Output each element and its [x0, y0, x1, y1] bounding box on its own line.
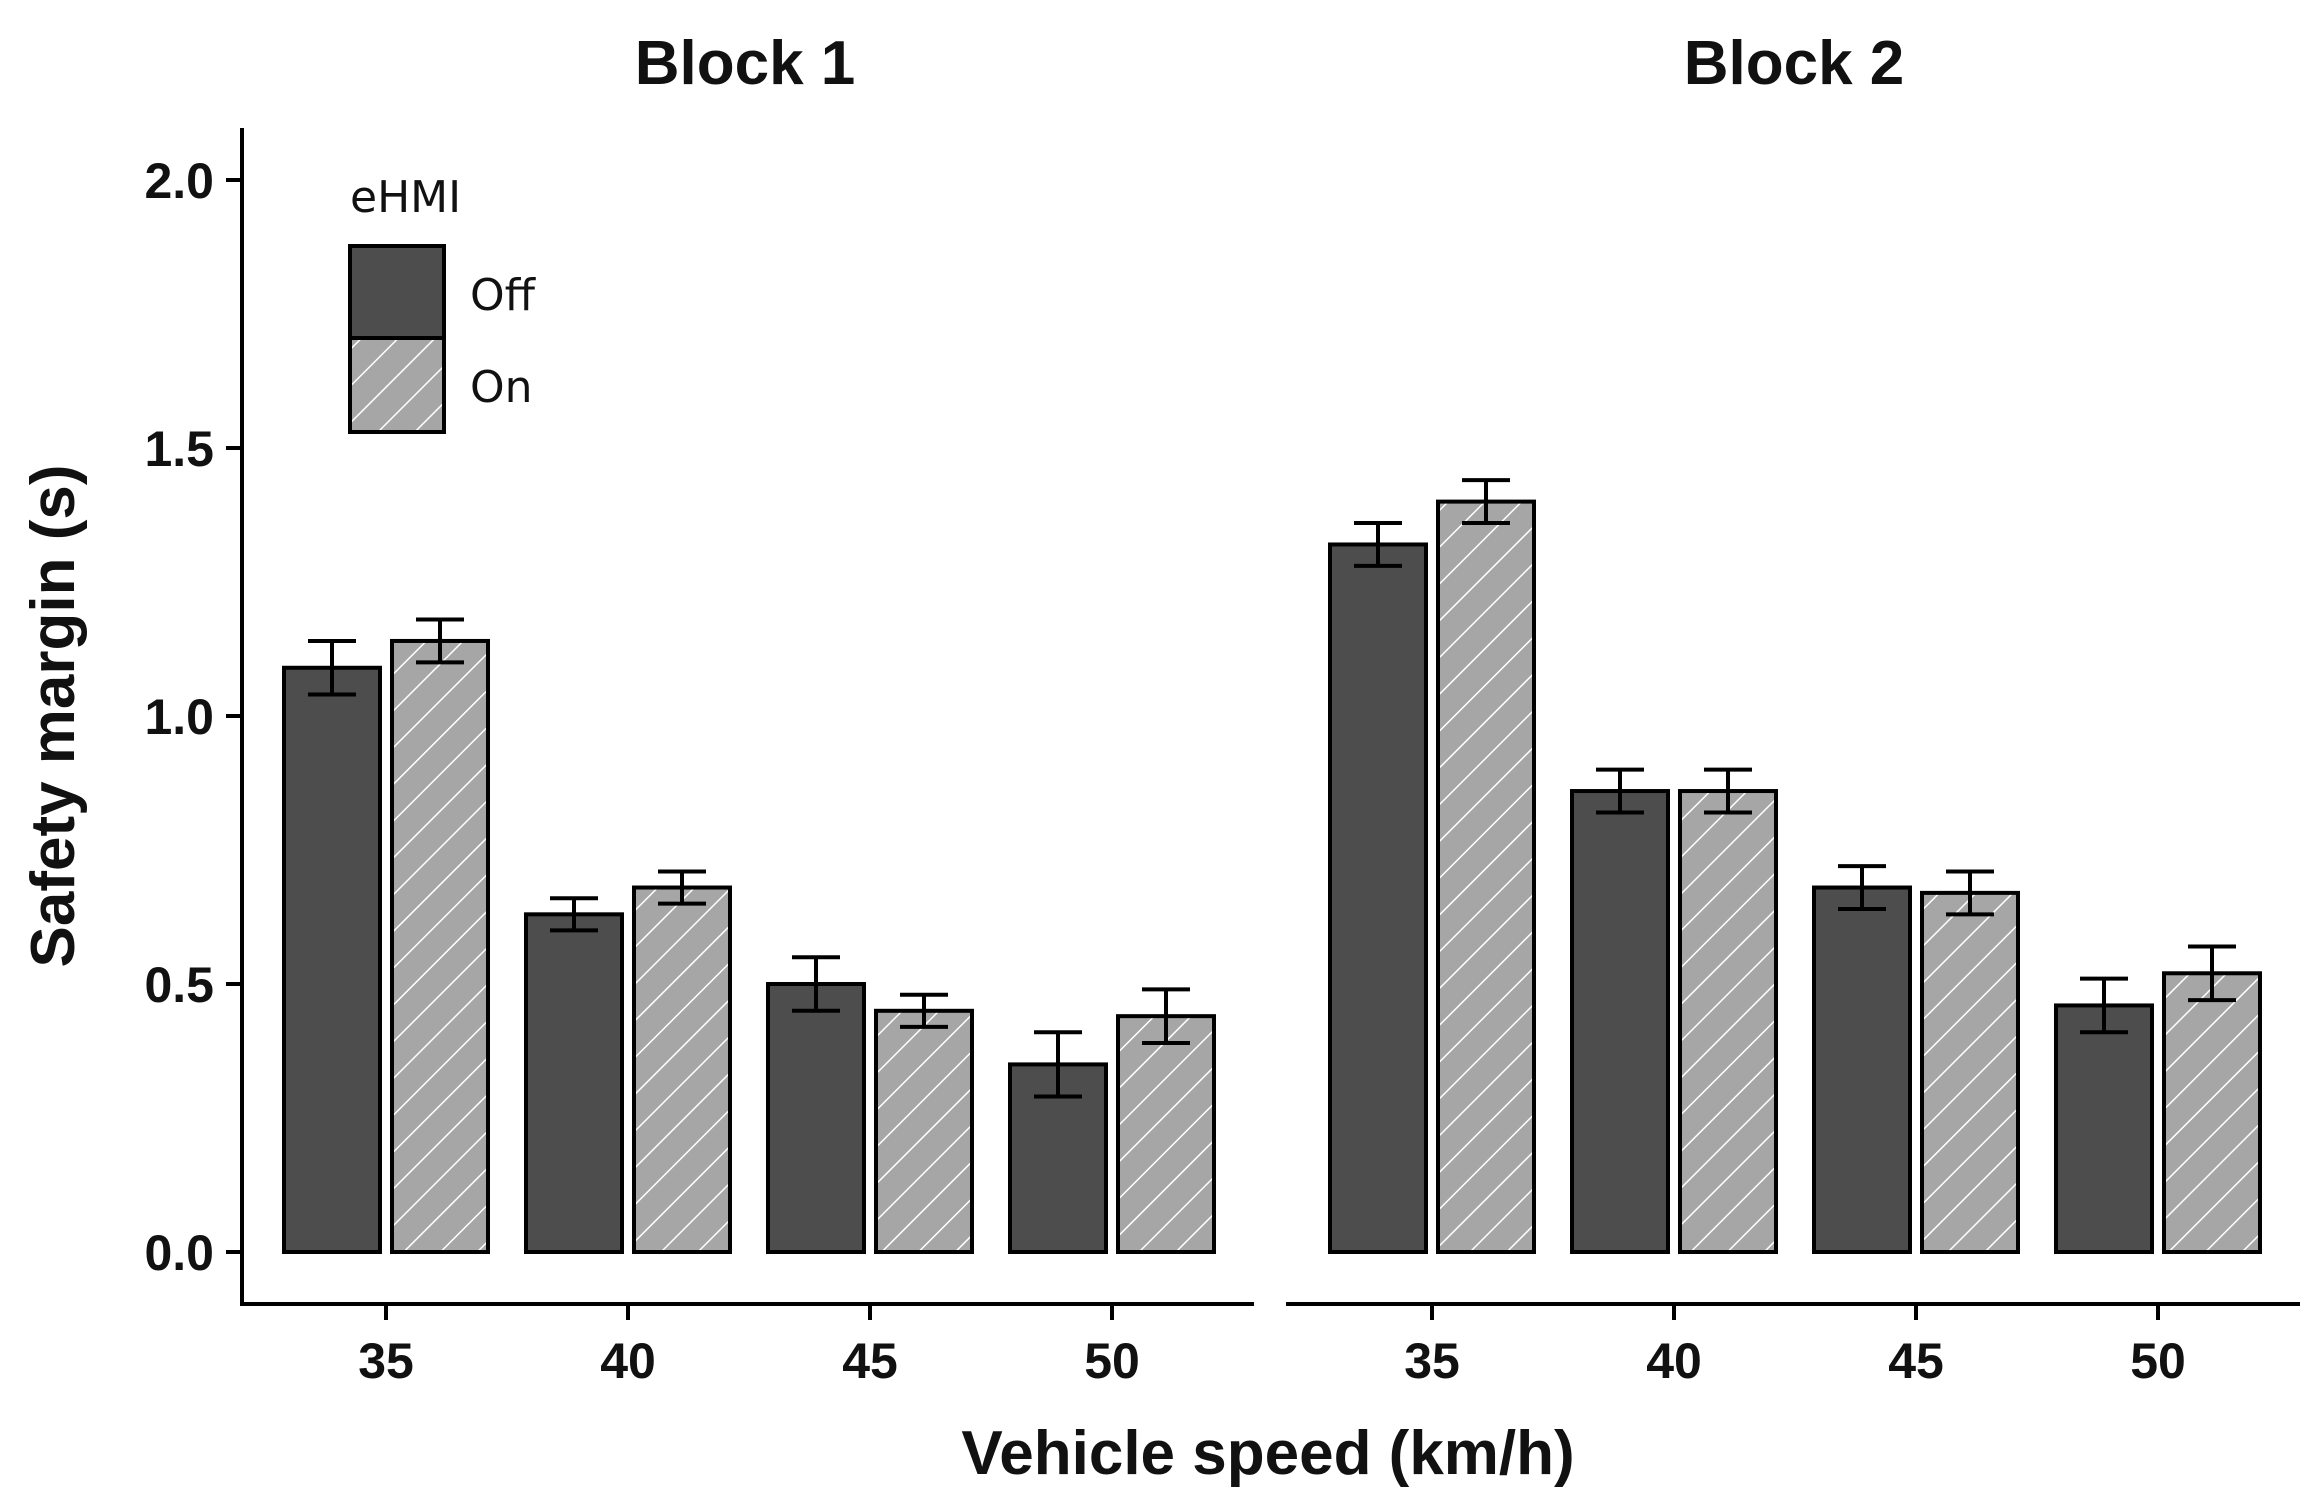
error-bar: [550, 896, 598, 933]
error-bar: [658, 869, 706, 906]
bar-off: [524, 912, 624, 1254]
y-tick-label: 1.5: [144, 421, 214, 477]
bars: [282, 499, 2262, 1255]
y-tick-label: 0.5: [144, 957, 214, 1013]
x-tick-labels-block-1: 35 40 45 50: [358, 1333, 1140, 1389]
x-tick-label: 50: [2130, 1333, 2186, 1389]
legend-label-on: On: [470, 362, 533, 413]
error-bar: [1462, 478, 1510, 526]
bar-on: [1436, 499, 1536, 1255]
error-bar: [1354, 521, 1402, 568]
x-tick-labels-block-2: 35 40 45 50: [1404, 1333, 2186, 1389]
x-axis-title: Vehicle speed (km/h): [961, 1419, 1574, 1488]
error-bar: [1034, 1030, 1082, 1099]
error-bar: [1838, 864, 1886, 911]
bar-on: [2162, 971, 2262, 1255]
bar-off: [1570, 789, 1670, 1254]
legend-key-off: [348, 244, 446, 340]
x-tick-label: 35: [1404, 1333, 1460, 1389]
error-bar: [1596, 767, 1644, 815]
bar-off: [1008, 1062, 1108, 1255]
y-tick-label: 1.0: [144, 689, 214, 745]
error-bar: [2188, 944, 2236, 1003]
legend-label-off: Off: [470, 270, 537, 321]
bar-on: [1116, 1014, 1216, 1254]
x-tick-label: 45: [1888, 1333, 1944, 1389]
error-bar: [416, 617, 464, 665]
error-bars: [308, 478, 2236, 1099]
y-ticks: [226, 178, 242, 1254]
x-tick-label: 45: [842, 1333, 898, 1389]
bar-off: [282, 665, 382, 1254]
y-tick-labels: 0.0 0.5 1.0 1.5 2.0: [144, 153, 214, 1281]
bar-on: [1678, 789, 1778, 1254]
legend-title: eHMI: [350, 172, 461, 223]
x-tick-label: 35: [358, 1333, 414, 1389]
bar-off: [1812, 885, 1912, 1255]
legend-key-on: [348, 336, 446, 434]
error-bar: [1946, 869, 1994, 917]
bar-on: [632, 885, 732, 1255]
error-bar: [900, 992, 948, 1029]
panel-title-block-1: Block 1: [635, 29, 856, 98]
error-bar: [792, 955, 840, 1013]
x-ticks: [384, 1304, 2160, 1320]
error-bar: [2080, 976, 2128, 1035]
x-tick-label: 50: [1084, 1333, 1140, 1389]
bar-off: [1328, 542, 1428, 1254]
bar-off: [766, 982, 866, 1254]
error-bar: [1704, 767, 1752, 815]
bar-off: [2054, 1003, 2154, 1254]
error-bar: [308, 638, 356, 697]
y-tick-label: 0.0: [144, 1225, 214, 1281]
x-tick-label: 40: [1646, 1333, 1702, 1389]
bar-on: [874, 1008, 974, 1254]
panel-title-block-2: Block 2: [1684, 29, 1905, 98]
y-tick-label: 2.0: [144, 153, 214, 209]
bar-on: [390, 638, 490, 1254]
x-tick-label: 40: [600, 1333, 656, 1389]
y-axis-title: Safety margin (s): [19, 464, 88, 967]
error-bar: [1142, 987, 1190, 1045]
legend: eHMI Off On: [348, 172, 537, 434]
bar-on: [1920, 890, 2020, 1254]
